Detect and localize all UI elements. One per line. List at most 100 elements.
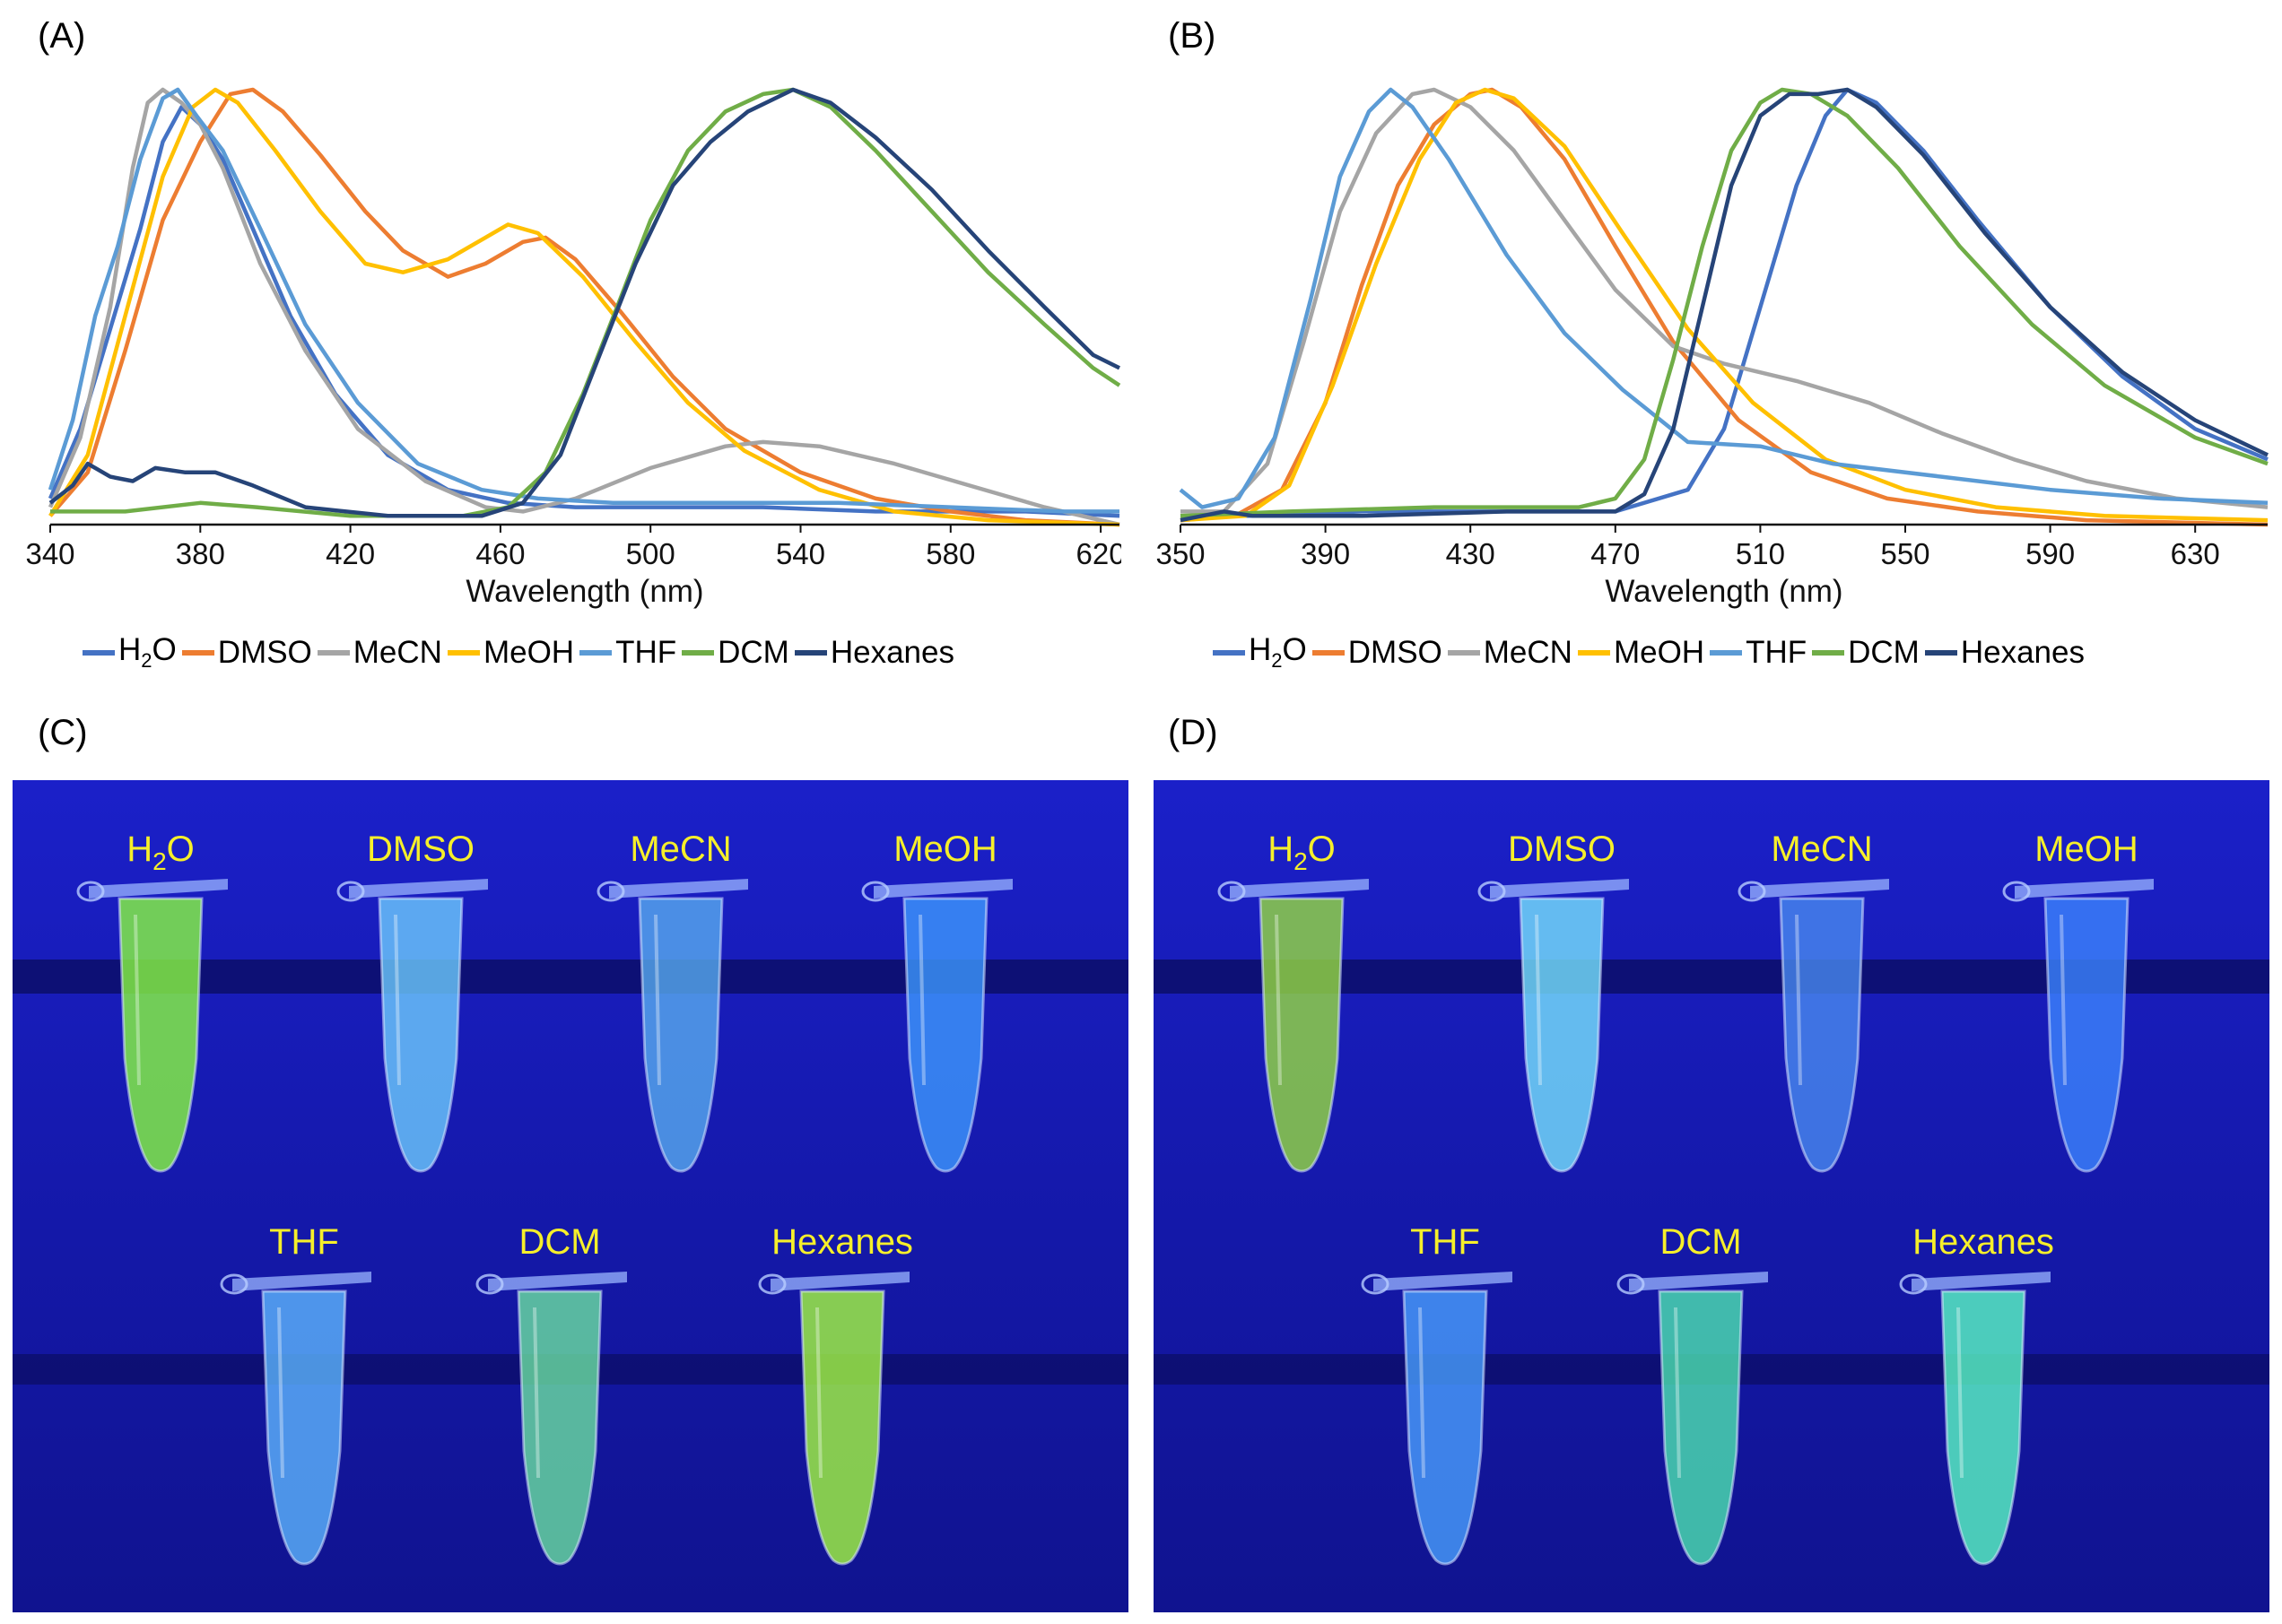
tube-highlight [277,1307,284,1479]
tube-cap [771,1272,910,1291]
chart-b-xtick-label-5: 550 [1880,537,1929,570]
tube-body [119,899,202,1171]
legend-label-3: MeOH [483,634,575,670]
tube-body [518,1291,601,1564]
legend-label-6: Hexanes [830,634,954,670]
legend-label-1: DMSO [1347,634,1442,670]
legend-item-4: THF [1710,635,1807,671]
legend-item-3: MeOH [1577,634,1705,671]
chart-b: 350 390 430 470 510 550 590 630 Wavelength (nm) [1148,72,2269,637]
tube-label-d-0-2: MeCN [1771,829,1872,869]
legend-swatch-0 [1213,649,1245,656]
tube-cap-hinge [475,1273,504,1295]
tube-label-d-1-0: THF [1410,1222,1480,1262]
chart-a-series-2 [48,87,1120,527]
legend-b: H2O DMSO MeCN MeOH THF DCM Hexanes [1213,632,2090,673]
legend-swatch-5 [682,649,715,656]
tube-d-1-0 [1361,1272,1512,1566]
chart-a-series-1 [48,87,1120,527]
tube-c-0-3 [861,879,1013,1173]
tube-cap-hinge [597,881,625,902]
tube-cap [609,879,748,899]
tube-body [263,1291,345,1564]
chart-a-xtick-label-7: 620 [1076,537,1121,570]
tube-highlight [533,1307,540,1479]
tube-cap-hinge [758,1273,787,1295]
legend-label-2: MeCN [353,634,442,670]
tube-c-0-2 [597,879,748,1173]
legend-label-6: Hexanes [1960,634,2085,670]
chart-a-xtick-label-3: 460 [475,537,525,570]
tube-highlight [919,914,926,1086]
photo-c-svg: H2O DMSO MeCN MeOH THF DCM Hexanes [13,780,1128,1612]
chart-b-xtick-label-0: 350 [1155,537,1205,570]
chart-b-xtick-label-7: 630 [2171,537,2220,570]
tube-d-0-3 [2002,879,2154,1173]
chart-a: 340 380 420 460 500 540 580 620 Wavelength (nm) [18,72,1121,637]
chart-b-xlabel: Wavelength (nm) [1605,574,1842,609]
legend-swatch-5 [1812,649,1845,656]
tube-highlight [1795,914,1802,1086]
tube-cap [1490,879,1629,899]
tube-outline [1259,897,1345,1173]
photo-c: H2O DMSO MeCN MeOH THF DCM Hexanes [13,780,1128,1612]
photo-d: H2O DMSO MeCN MeOH THF DCM Hexanes [1154,780,2269,1612]
legend-swatch-0 [83,649,115,656]
chart-a-xtick-label-5: 540 [776,537,825,570]
legend-swatch-4 [579,649,613,656]
chart-b-xtick-label-1: 390 [1301,537,1350,570]
tube-label-c-0-1: DMSO [367,829,475,869]
tube-cap [1373,1272,1512,1291]
tube-cap [2015,879,2154,899]
tube-cap-hinge [1738,881,1766,902]
tube-cap-hinge [76,881,105,902]
legend-label-4: THF [615,634,677,670]
tube-d-0-1 [1477,879,1629,1173]
panel-label-a: (A) [38,16,86,56]
tube-outline [638,897,724,1173]
legend-label-3: MeOH [1613,634,1705,670]
tube-label-c-0-2: MeCN [630,829,731,869]
legend-swatch-1 [1311,649,1345,656]
chart-b-xtick-label-2: 430 [1446,537,1495,570]
tube-outline [261,1290,347,1566]
chart-b-xtick-label-3: 470 [1590,537,1640,570]
chart-a-xtick-label-1: 380 [176,537,225,570]
legend-label-5: DCM [718,634,789,670]
legend-label-4: THF [1746,634,1807,670]
tube-outline [378,897,464,1173]
legend-a: H2O DMSO MeCN MeOH THF DCM Hexanes [83,632,960,673]
tube-label-d-1-1: DCM [1659,1222,1741,1262]
tube-label-c-0-3: MeOH [893,829,997,869]
chart-b-series-6 [1180,87,2269,523]
legend-item-6: Hexanes [794,634,954,671]
legend-item-1: DMSO [1311,634,1442,671]
tube-outline [118,897,204,1173]
tube-highlight [1418,1307,1425,1479]
chart-b-svg: 350 390 430 470 510 550 590 630 Wavelength (nm) [1155,87,2269,609]
legend-item-6: Hexanes [1924,634,2085,671]
tube-body [640,899,722,1171]
legend-swatch-2 [317,649,350,656]
tube-outline [2043,897,2130,1173]
tube-highlight [394,914,401,1086]
tube-cap [1750,879,1889,899]
tube-c-1-0 [220,1272,371,1566]
panel-label-b: (B) [1168,16,1216,56]
tube-body [1404,1291,1486,1564]
legend-swatch-3 [1577,649,1610,656]
tube-body [1781,899,1863,1171]
legend-swatch-1 [181,649,214,656]
chart-a-series-4 [48,87,1119,514]
tube-cap [1629,1272,1768,1291]
tube-body [1659,1291,1742,1564]
legend-item-5: DCM [682,635,789,671]
chart-b-xtick-label-6: 590 [2025,537,2075,570]
tube-body [904,899,987,1171]
legend-swatch-2 [1447,649,1480,656]
chart-b-xtick-label-4: 510 [1736,537,1785,570]
legend-item-0: H2O [1213,632,1307,673]
tube-cap-hinge [861,881,890,902]
legend-item-5: DCM [1812,635,1920,671]
